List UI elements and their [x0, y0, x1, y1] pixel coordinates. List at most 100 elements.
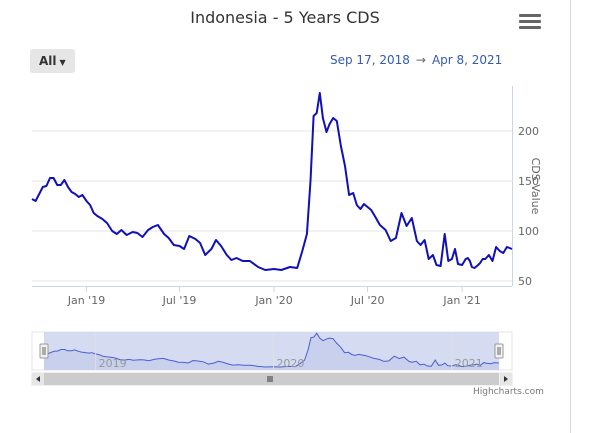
data-point: [457, 263, 459, 265]
data-point: [367, 206, 369, 208]
data-point: [82, 194, 84, 196]
data-point: [503, 252, 505, 254]
hamburger-menu-icon[interactable]: [519, 14, 541, 32]
data-point: [89, 204, 91, 206]
data-point: [60, 184, 62, 186]
data-point: [492, 260, 494, 262]
caret-down-icon: ▼: [59, 58, 66, 67]
data-point: [126, 234, 128, 236]
data-point: [424, 239, 426, 241]
data-point: [482, 258, 484, 260]
data-point: [352, 192, 354, 194]
data-point: [189, 235, 191, 237]
data-point: [116, 233, 118, 235]
data-point: [93, 212, 95, 214]
data-point: [454, 248, 456, 250]
highcharts-credits[interactable]: Highcharts.com: [473, 387, 544, 397]
data-point: [360, 208, 362, 210]
navigator-year-label: 2021: [455, 357, 483, 370]
data-point: [440, 265, 442, 267]
chart-title: Indonesia - 5 Years CDS: [190, 8, 380, 27]
data-point: [211, 248, 213, 250]
data-point: [479, 262, 481, 264]
navigator-year-label: 2019: [99, 357, 127, 370]
data-point: [173, 244, 175, 246]
data-point: [157, 224, 159, 226]
data-point: [147, 229, 149, 231]
data-point: [265, 269, 267, 271]
navigator-handle-left[interactable]: [39, 343, 49, 359]
data-point: [432, 254, 434, 256]
data-point: [319, 92, 321, 94]
date-from[interactable]: Sep 17, 2018: [330, 53, 410, 67]
data-point: [511, 248, 513, 250]
data-point: [395, 237, 397, 239]
navigator-handle-right[interactable]: [494, 343, 504, 359]
data-point: [142, 236, 144, 238]
data-point: [436, 264, 438, 266]
y-tick-label: 100: [518, 225, 539, 238]
data-point: [53, 177, 55, 179]
data-point: [313, 115, 315, 117]
x-tick-label: Jan '21: [442, 294, 480, 307]
y-tick-label: 150: [518, 175, 539, 188]
data-point: [444, 233, 446, 235]
data-point: [249, 260, 251, 262]
data-point: [86, 200, 88, 202]
data-point: [42, 186, 44, 188]
data-point: [257, 266, 259, 268]
data-point: [448, 260, 450, 262]
data-point: [38, 193, 40, 195]
data-point: [416, 240, 418, 242]
data-point: [236, 257, 238, 259]
range-selector-button[interactable]: All ▼: [30, 49, 75, 73]
data-point: [231, 259, 233, 261]
grid-lines: [32, 130, 512, 282]
date-to[interactable]: Apr 8, 2021: [431, 53, 503, 67]
range-selector-label: All: [39, 54, 57, 68]
x-tick-label: Jul '19: [162, 294, 197, 307]
data-point: [106, 222, 108, 224]
data-point: [374, 215, 376, 217]
data-point: [67, 186, 69, 188]
data-point: [316, 112, 318, 114]
data-point: [477, 264, 479, 266]
data-point: [56, 184, 58, 186]
data-point: [199, 242, 201, 244]
date-range-arrow: →: [415, 53, 426, 67]
data-point: [64, 179, 66, 181]
data-point: [336, 120, 338, 122]
data-point: [183, 248, 185, 250]
data-point: [137, 232, 139, 234]
arrow-left-icon: [36, 376, 40, 382]
data-point: [495, 246, 497, 248]
plot-area: [31, 92, 513, 271]
data-point: [31, 198, 33, 200]
data-point: [152, 226, 154, 228]
data-point: [488, 254, 490, 256]
data-point: [111, 230, 113, 232]
axes: 50 100 150 200 Jan '19 Jul '19 Jan '20 Jul '20 J…: [32, 86, 542, 307]
data-point: [420, 244, 422, 246]
data-point: [406, 225, 408, 227]
data-point: [226, 254, 228, 256]
data-point: [363, 203, 365, 205]
navigator: 2019 2020 2021: [31, 331, 513, 386]
data-point: [344, 165, 346, 167]
data-point: [306, 233, 308, 235]
data-point: [465, 258, 467, 260]
data-point: [326, 131, 328, 133]
data-point: [97, 215, 99, 217]
data-point: [428, 258, 430, 260]
data-point: [332, 117, 334, 119]
navigator-series-line: [43, 332, 500, 368]
data-point: [49, 177, 51, 179]
data-point: [289, 266, 291, 268]
data-point: [411, 217, 413, 219]
data-point: [322, 117, 324, 119]
data-point: [102, 218, 104, 220]
data-point: [474, 267, 476, 269]
date-range-display: Sep 17, 2018 → Apr 8, 2021: [330, 53, 502, 67]
data-point: [467, 257, 469, 259]
